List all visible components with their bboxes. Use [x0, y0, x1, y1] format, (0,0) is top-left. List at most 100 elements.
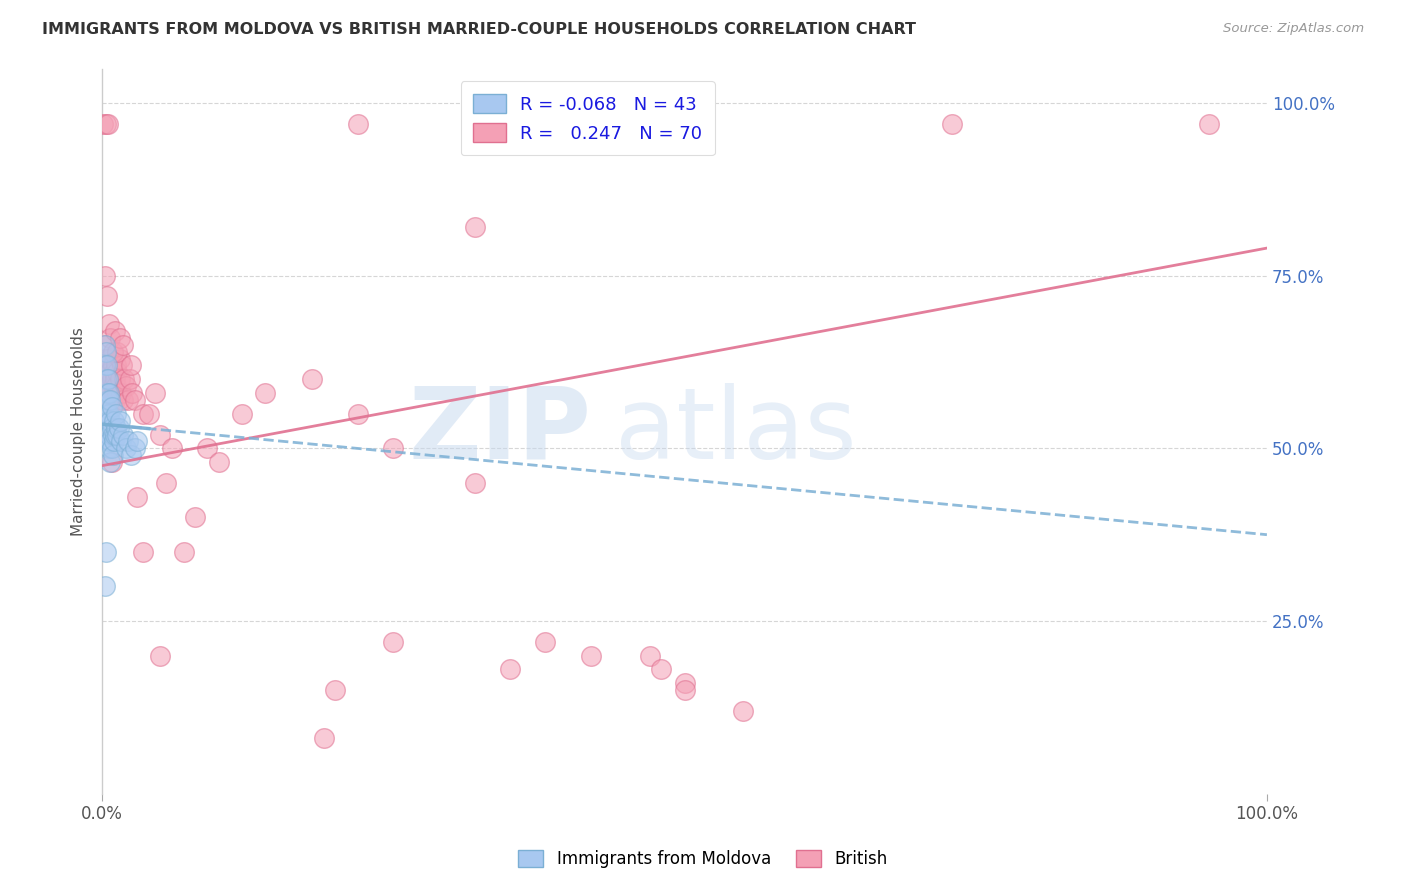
Point: [105, 344, 128, 359]
Point: [94, 400, 117, 414]
Text: Source: ZipAtlas.com: Source: ZipAtlas.com: [1223, 22, 1364, 36]
Point: [101, 427, 124, 442]
Point: [98, 414, 121, 428]
Text: IMMIGRANTS FROM MOLDOVA VS BRITISH MARRIED-COUPLE HOUSEHOLDS CORRELATION CHART: IMMIGRANTS FROM MOLDOVA VS BRITISH MARRI…: [42, 22, 917, 37]
Point: [93, 359, 115, 373]
Point: [103, 365, 125, 379]
Point: [254, 386, 277, 401]
Point: [114, 379, 136, 393]
Legend: Immigrants from Moldova, British: Immigrants from Moldova, British: [512, 843, 894, 875]
Point: [100, 400, 122, 414]
Point: [97, 392, 120, 407]
Point: [638, 648, 661, 663]
Point: [100, 372, 122, 386]
Point: [101, 359, 124, 373]
Point: [673, 683, 696, 698]
Point: [93, 338, 115, 352]
Point: [98, 407, 121, 421]
Text: ZIP: ZIP: [409, 383, 592, 480]
Point: [93, 427, 115, 442]
Point: [231, 407, 253, 421]
Point: [301, 372, 323, 386]
Point: [98, 351, 121, 366]
Point: [464, 475, 486, 490]
Point: [117, 392, 139, 407]
Point: [533, 634, 555, 648]
Point: [132, 545, 155, 559]
Point: [98, 331, 121, 345]
Point: [104, 372, 127, 386]
Point: [120, 372, 142, 386]
Point: [105, 379, 128, 393]
Point: [96, 289, 118, 303]
Point: [105, 407, 128, 421]
Point: [98, 442, 121, 456]
Point: [98, 455, 121, 469]
Point: [111, 359, 134, 373]
Point: [581, 648, 603, 663]
Point: [1198, 117, 1220, 131]
Point: [195, 442, 218, 456]
Point: [93, 268, 115, 283]
Point: [100, 455, 122, 469]
Point: [124, 392, 146, 407]
Point: [93, 359, 115, 373]
Point: [97, 117, 120, 131]
Point: [96, 407, 118, 421]
Point: [108, 331, 131, 345]
Point: [93, 117, 115, 131]
Point: [96, 386, 118, 401]
Point: [127, 490, 149, 504]
Point: [94, 344, 117, 359]
Point: [93, 579, 115, 593]
Point: [94, 351, 117, 366]
Point: [105, 365, 128, 379]
Point: [98, 392, 121, 407]
Point: [107, 392, 129, 407]
Point: [97, 372, 120, 386]
Point: [120, 448, 142, 462]
Point: [98, 365, 121, 379]
Point: [104, 324, 127, 338]
Point: [184, 510, 207, 524]
Y-axis label: Married-couple Households: Married-couple Households: [72, 326, 86, 535]
Point: [312, 731, 335, 746]
Point: [120, 359, 142, 373]
Point: [105, 386, 128, 401]
Point: [97, 392, 120, 407]
Point: [121, 386, 143, 401]
Text: atlas: atlas: [614, 383, 856, 480]
Point: [94, 372, 117, 386]
Point: [94, 117, 117, 131]
Point: [105, 359, 128, 373]
Point: [93, 338, 115, 352]
Point: [101, 344, 124, 359]
Point: [101, 379, 124, 393]
Point: [112, 392, 135, 407]
Point: [104, 392, 127, 407]
Point: [98, 386, 121, 401]
Point: [97, 434, 120, 449]
Point: [533, 117, 555, 131]
Point: [100, 442, 122, 456]
Point: [98, 317, 121, 331]
Point: [127, 434, 149, 449]
Point: [499, 662, 522, 676]
Point: [323, 683, 346, 698]
Point: [94, 545, 117, 559]
Point: [105, 427, 128, 442]
Point: [941, 117, 963, 131]
Point: [382, 442, 405, 456]
Point: [382, 634, 405, 648]
Point: [108, 372, 131, 386]
Point: [98, 372, 121, 386]
Point: [673, 676, 696, 690]
Point: [650, 662, 672, 676]
Point: [97, 365, 120, 379]
Point: [112, 427, 135, 442]
Point: [155, 475, 177, 490]
Point: [138, 407, 160, 421]
Point: [143, 386, 166, 401]
Point: [173, 545, 195, 559]
Point: [117, 434, 139, 449]
